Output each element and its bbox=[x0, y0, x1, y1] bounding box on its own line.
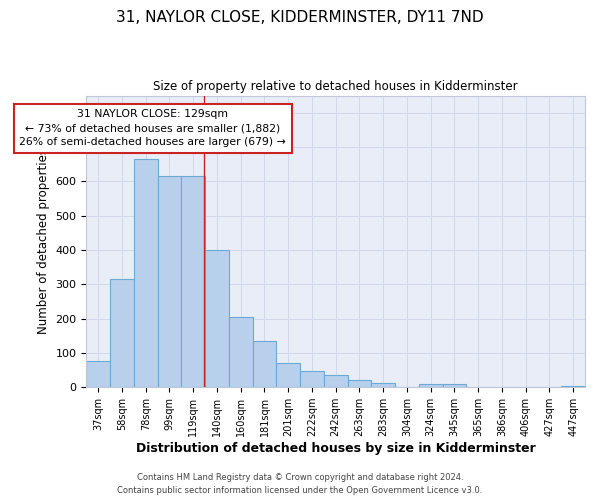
Text: 31 NAYLOR CLOSE: 129sqm
← 73% of detached houses are smaller (1,882)
26% of semi: 31 NAYLOR CLOSE: 129sqm ← 73% of detache… bbox=[19, 110, 286, 148]
Bar bbox=[443, 384, 466, 387]
Text: Contains HM Land Registry data © Crown copyright and database right 2024.
Contai: Contains HM Land Registry data © Crown c… bbox=[118, 474, 482, 495]
Y-axis label: Number of detached properties: Number of detached properties bbox=[37, 148, 50, 334]
Bar bbox=[300, 371, 324, 387]
Bar bbox=[253, 341, 277, 387]
Bar bbox=[324, 374, 347, 387]
Bar bbox=[229, 317, 253, 387]
X-axis label: Distribution of detached houses by size in Kidderminster: Distribution of detached houses by size … bbox=[136, 442, 536, 455]
Bar bbox=[158, 176, 181, 387]
Bar bbox=[561, 386, 585, 387]
Bar bbox=[134, 159, 158, 387]
Title: Size of property relative to detached houses in Kidderminster: Size of property relative to detached ho… bbox=[154, 80, 518, 93]
Bar bbox=[110, 279, 134, 387]
Bar bbox=[419, 384, 443, 387]
Bar bbox=[347, 380, 371, 387]
Text: 31, NAYLOR CLOSE, KIDDERMINSTER, DY11 7ND: 31, NAYLOR CLOSE, KIDDERMINSTER, DY11 7N… bbox=[116, 10, 484, 25]
Bar bbox=[205, 250, 229, 387]
Bar bbox=[86, 362, 110, 387]
Bar bbox=[371, 383, 395, 387]
Bar bbox=[181, 176, 205, 387]
Bar bbox=[277, 363, 300, 387]
